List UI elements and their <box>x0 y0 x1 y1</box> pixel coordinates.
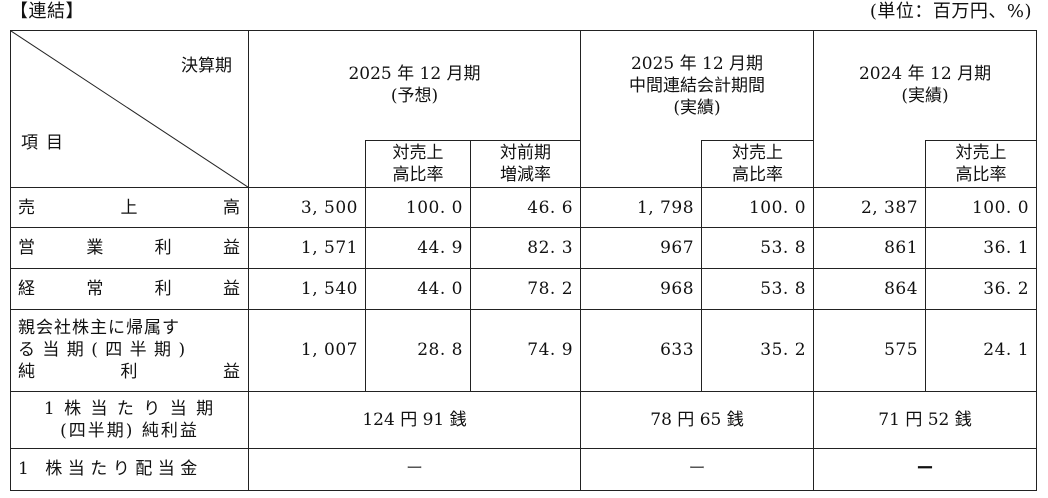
value-cell: 46. 6 <box>469 187 582 229</box>
value-cell: 82. 3 <box>469 227 582 269</box>
value-cell: 100. 0 <box>925 187 1038 229</box>
header-fy2024-actual: 2024 年 12 月期 (実績) <box>813 30 1038 141</box>
table-row-ordinary-income: 経常利益 1, 540 44. 0 78. 2 968 53. 8 864 36… <box>10 267 1038 311</box>
value-cell: 28. 8 <box>365 309 471 392</box>
value-cell: 44. 9 <box>365 227 471 269</box>
item-label: 項目 <box>21 133 71 153</box>
value-cell: 3, 500 <box>248 187 366 229</box>
row-label-dividend: 1 株当たり配当金 <box>10 447 249 492</box>
value-cell: 100. 0 <box>701 187 815 229</box>
value-cell: 1, 540 <box>248 267 366 311</box>
subheader-blank <box>248 140 366 189</box>
table-row-dividend: 1 株当たり配当金 ー ー ー <box>10 447 1038 492</box>
value-cell: 861 <box>813 227 927 269</box>
value-cell: 78. 2 <box>469 267 582 311</box>
eps-value-fy2024: 71 円 52 銭 <box>813 390 1038 449</box>
header-fy2025-forecast: 2025 年 12 月期 (予想) <box>247 30 582 141</box>
diagonal-divider <box>11 31 248 187</box>
value-cell: 24. 1 <box>925 309 1038 392</box>
value-cell: 74. 9 <box>469 309 582 392</box>
row-label-eps: 1 株 当 た り 当 期 (四半期) 純利益 <box>10 390 249 449</box>
table-row-operating-income: 営業利益 1, 571 44. 9 82. 3 967 53. 8 861 36… <box>10 227 1038 269</box>
unit-note: (単位：百万円、%) <box>869 1 1032 22</box>
value-cell: 35. 2 <box>701 309 815 392</box>
value-cell: 1, 007 <box>248 309 366 392</box>
value-cell: 967 <box>580 227 703 269</box>
value-cell: 44. 0 <box>365 267 471 311</box>
fiscal-period-label: 決算期 <box>181 56 232 76</box>
subheader-sales-ratio: 対売上 高比率 <box>365 139 471 189</box>
value-cell: 36. 1 <box>925 227 1038 269</box>
value-cell: 864 <box>813 267 927 311</box>
dividend-value-fy2025-interim: ー <box>580 447 815 492</box>
row-label-ordinary-income: 経常利益 <box>10 267 249 311</box>
header-corner-cell: 決算期 項目 <box>10 29 249 189</box>
value-cell: 1, 798 <box>580 187 703 229</box>
value-cell: 100. 0 <box>365 187 471 229</box>
table-caption-consolidated: 【連結】 <box>10 1 84 22</box>
row-label-operating-income: 営業利益 <box>10 227 249 269</box>
row-label-net-sales: 売上高 <box>10 187 249 229</box>
consolidated-forecast-table: 決算期 項目 2025 年 12 月期 (予想) 2025 年 12 月期 中間… <box>10 29 1038 492</box>
dividend-value-fy2024: ー <box>813 447 1038 492</box>
table-row-net-income: 親会社株主に帰属す る 当 期 ( 四 半 期 ) 純利益 1, 007 28.… <box>10 309 1038 392</box>
value-cell: 53. 8 <box>701 227 815 269</box>
value-cell: 633 <box>580 309 703 392</box>
eps-value-fy2025-forecast: 124 円 91 銭 <box>247 390 582 449</box>
value-cell: 1, 571 <box>248 227 366 269</box>
table-row-eps: 1 株 当 た り 当 期 (四半期) 純利益 124 円 91 銭 78 円 … <box>10 390 1038 449</box>
value-cell: 968 <box>580 267 703 311</box>
subheader-yoy-change: 対前期 増減率 <box>469 139 582 189</box>
eps-value-fy2025-interim: 78 円 65 銭 <box>580 390 815 449</box>
subheader-sales-ratio: 対売上 高比率 <box>701 139 815 189</box>
subheader-blank <box>580 140 703 189</box>
header-fy2025-interim-actual: 2025 年 12 月期 中間連結会計期間 (実績) <box>580 30 815 141</box>
value-cell: 36. 2 <box>925 267 1038 311</box>
value-cell: 575 <box>813 309 927 392</box>
table-row-net-sales: 売上高 3, 500 100. 0 46. 6 1, 798 100. 0 2,… <box>10 187 1038 229</box>
subheader-sales-ratio: 対売上 高比率 <box>925 139 1038 189</box>
subheader-blank <box>813 140 927 189</box>
row-label-net-income: 親会社株主に帰属す る 当 期 ( 四 半 期 ) 純利益 <box>10 309 249 392</box>
dividend-value-fy2025-forecast: ー <box>247 447 582 492</box>
value-cell: 53. 8 <box>701 267 815 311</box>
value-cell: 2, 387 <box>813 187 927 229</box>
